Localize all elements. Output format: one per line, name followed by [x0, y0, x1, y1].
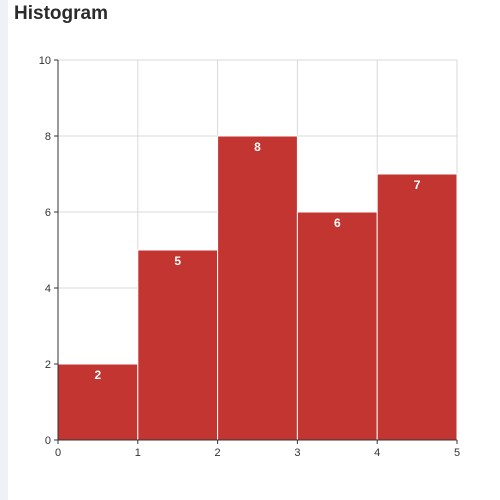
- y-tick-label-4: 4: [45, 283, 51, 295]
- axes: [54, 59, 458, 444]
- bars: [57, 135, 458, 441]
- tick-labels: 0 2 4 6 8 10 0 1 2 3 4 5: [39, 55, 460, 459]
- left-strip: [0, 0, 8, 500]
- bar-0: [57, 363, 139, 441]
- y-tick-label-0: 0: [45, 435, 51, 447]
- x-tick-label-3: 3: [294, 447, 300, 459]
- y-tick-label-6: 6: [45, 207, 51, 219]
- x-tick-label-5: 5: [454, 447, 460, 459]
- bar-4: [376, 173, 458, 441]
- y-tick-label-8: 8: [45, 131, 51, 143]
- bar-label-0: 2: [95, 368, 102, 382]
- x-tick-label-0: 0: [55, 447, 61, 459]
- bar-label-1: 5: [174, 254, 181, 268]
- bar-labels: 2 5 8 6 7: [95, 140, 421, 382]
- y-tick-label-10: 10: [39, 55, 51, 67]
- x-tick-label-2: 2: [215, 447, 221, 459]
- y-tick-label-2: 2: [45, 359, 51, 371]
- bar-2: [217, 135, 298, 441]
- bar-label-3: 6: [334, 216, 341, 230]
- bar-3: [296, 211, 378, 441]
- bar-1: [137, 249, 219, 441]
- bar-label-2: 8: [254, 140, 261, 154]
- x-tick-label-4: 4: [374, 447, 380, 459]
- x-tick-label-1: 1: [135, 447, 141, 459]
- chart-title: Histogram: [14, 3, 108, 24]
- bar-label-4: 7: [414, 178, 421, 192]
